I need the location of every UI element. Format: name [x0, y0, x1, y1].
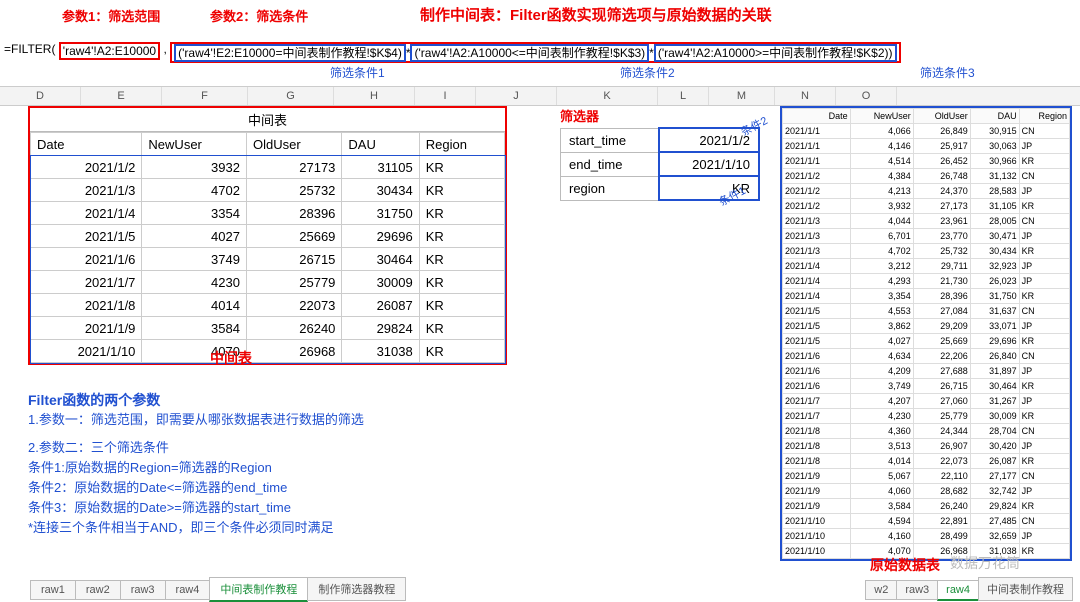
- table-row[interactable]: 2021/1/24,21324,37028,583JP: [783, 184, 1070, 199]
- tab-中间表制作教程[interactable]: 中间表制作教程: [209, 577, 308, 602]
- col-I[interactable]: I: [415, 87, 476, 105]
- anno-cond1: 筛选条件1: [330, 64, 385, 81]
- col-O[interactable]: O: [836, 87, 897, 105]
- mid-table: 中间表 DateNewUserOldUserDAURegion2021/1/23…: [28, 106, 507, 365]
- table-row[interactable]: 2021/1/36,70123,77030,471JP: [783, 229, 1070, 244]
- table-row[interactable]: 2021/1/1040702696831038KR: [31, 340, 505, 363]
- anno-param1: 参数1：筛选范围: [62, 6, 160, 25]
- table-row[interactable]: 2021/1/14,14625,91730,063JP: [783, 139, 1070, 154]
- table-row[interactable]: 2021/1/104,59422,89127,485CN: [783, 514, 1070, 529]
- table-row[interactable]: 2021/1/637492671530464KR: [31, 248, 505, 271]
- formula-prefix: =FILTER(: [4, 42, 55, 56]
- tab-raw4[interactable]: raw4: [937, 580, 979, 601]
- formula-cond1: ('raw4'!E2:E10000=中间表制作教程!$K$4): [174, 44, 406, 62]
- tab-raw1[interactable]: raw1: [30, 580, 76, 600]
- formula-conds: ('raw4'!E2:E10000=中间表制作教程!$K$4)*('raw4'!…: [170, 42, 900, 63]
- table-row[interactable]: 2021/1/24,38426,74831,132CN: [783, 169, 1070, 184]
- anno-main-title: 制作中间表：Filter函数实现筛选项与原始数据的关联: [420, 4, 772, 25]
- tab-raw3[interactable]: raw3: [896, 580, 938, 600]
- table-row[interactable]: 2021/1/742302577930009KR: [31, 271, 505, 294]
- table-row[interactable]: 2021/1/540272566929696KR: [31, 225, 505, 248]
- col-L[interactable]: L: [658, 87, 709, 105]
- col-G[interactable]: G: [248, 87, 334, 105]
- table-row[interactable]: 2021/1/935842624029824KR: [31, 317, 505, 340]
- tab-raw4[interactable]: raw4: [165, 580, 211, 600]
- tab-w2[interactable]: w2: [865, 580, 897, 600]
- raw-label: 原始数据表: [870, 555, 940, 575]
- table-row[interactable]: 2021/1/84,01422,07326,087KR: [783, 454, 1070, 469]
- table-row[interactable]: 2021/1/14,06626,84930,915CN: [783, 124, 1070, 139]
- col-F[interactable]: F: [162, 87, 248, 105]
- filter-row: end_time2021/1/10: [561, 152, 760, 176]
- filter-title: 筛选器: [560, 106, 760, 125]
- table-row[interactable]: 2021/1/23,93227,17331,105KR: [783, 199, 1070, 214]
- col-M[interactable]: M: [709, 87, 775, 105]
- table-row[interactable]: 2021/1/433542839631750KR: [31, 202, 505, 225]
- formula-range: 'raw4'!A2:E10000: [59, 42, 160, 60]
- anno-cond3: 筛选条件3: [920, 64, 975, 81]
- col-K[interactable]: K: [557, 87, 658, 105]
- table-row[interactable]: 2021/1/34,04423,96128,005CN: [783, 214, 1070, 229]
- table-row[interactable]: 2021/1/347022573230434KR: [31, 179, 505, 202]
- table-row[interactable]: 2021/1/54,55327,08431,637CN: [783, 304, 1070, 319]
- table-row[interactable]: 2021/1/54,02725,66929,696KR: [783, 334, 1070, 349]
- formula-bar[interactable]: =FILTER( 'raw4'!A2:E10000 , ('raw4'!E2:E…: [4, 42, 1076, 60]
- formula-cond3: ('raw4'!A2:A10000>=中间表制作教程!$K$2)): [654, 44, 897, 62]
- tab-中间表制作教程[interactable]: 中间表制作教程: [978, 577, 1073, 601]
- table-row[interactable]: 2021/1/74,23025,77930,009KR: [783, 409, 1070, 424]
- col-N[interactable]: N: [775, 87, 836, 105]
- tab-raw2[interactable]: raw2: [75, 580, 121, 600]
- tab-raw3[interactable]: raw3: [120, 580, 166, 600]
- col-J[interactable]: J: [476, 87, 557, 105]
- column-headers: DEFGHIJKLMNO: [0, 86, 1080, 106]
- table-row[interactable]: 2021/1/83,51326,90730,420JP: [783, 439, 1070, 454]
- table-row[interactable]: 2021/1/14,51426,45230,966KR: [783, 154, 1070, 169]
- anno-param2: 参数2：筛选条件: [210, 6, 308, 25]
- table-row[interactable]: 2021/1/84,36024,34428,704CN: [783, 424, 1070, 439]
- table-row[interactable]: 2021/1/34,70225,73230,434KR: [783, 244, 1070, 259]
- table-row[interactable]: 2021/1/93,58426,24029,824KR: [783, 499, 1070, 514]
- table-row[interactable]: 2021/1/840142207326087KR: [31, 294, 505, 317]
- table-row[interactable]: 2021/1/104,16028,49932,659JP: [783, 529, 1070, 544]
- tab-制作筛选器教程[interactable]: 制作筛选器教程: [307, 577, 406, 601]
- table-row[interactable]: 2021/1/64,63422,20626,840CN: [783, 349, 1070, 364]
- mid-table-title: 中间表: [30, 108, 505, 132]
- sheet-tabs-left[interactable]: raw1raw2raw3raw4中间表制作教程制作筛选器教程: [30, 577, 405, 599]
- notes-block: Filter函数的两个参数 1.参数一：筛选范围，即需要从哪张数据表进行数据的筛…: [28, 390, 364, 538]
- table-row[interactable]: 2021/1/43,21229,71132,923JP: [783, 259, 1070, 274]
- table-row[interactable]: 2021/1/53,86229,20933,071JP: [783, 319, 1070, 334]
- table-row[interactable]: 2021/1/74,20727,06031,267JP: [783, 394, 1070, 409]
- table-row[interactable]: 2021/1/63,74926,71530,464KR: [783, 379, 1070, 394]
- formula-cond2: ('raw4'!A2:A10000<=中间表制作教程!$K$3): [410, 44, 649, 62]
- table-row[interactable]: 2021/1/43,35428,39631,750KR: [783, 289, 1070, 304]
- table-row[interactable]: 2021/1/44,29321,73026,023JP: [783, 274, 1070, 289]
- col-D[interactable]: D: [0, 87, 81, 105]
- table-row[interactable]: 2021/1/239322717331105KR: [31, 156, 505, 179]
- table-row[interactable]: 2021/1/95,06722,11027,177CN: [783, 469, 1070, 484]
- filter-row: start_time2021/1/2: [561, 128, 760, 152]
- col-E[interactable]: E: [81, 87, 162, 105]
- sheet-tabs-right[interactable]: w2raw3raw4中间表制作教程: [865, 577, 1072, 599]
- table-row[interactable]: 2021/1/94,06028,68232,742JP: [783, 484, 1070, 499]
- anno-cond2: 筛选条件2: [620, 64, 675, 81]
- table-row[interactable]: 2021/1/64,20927,68831,897JP: [783, 364, 1070, 379]
- notes-heading: Filter函数的两个参数: [28, 390, 364, 410]
- raw-table: DateNewUserOldUserDAURegion2021/1/14,066…: [780, 106, 1072, 561]
- col-H[interactable]: H: [334, 87, 415, 105]
- watermark: 数据万花筒: [950, 553, 1020, 573]
- mid-label: 中间表: [210, 348, 252, 368]
